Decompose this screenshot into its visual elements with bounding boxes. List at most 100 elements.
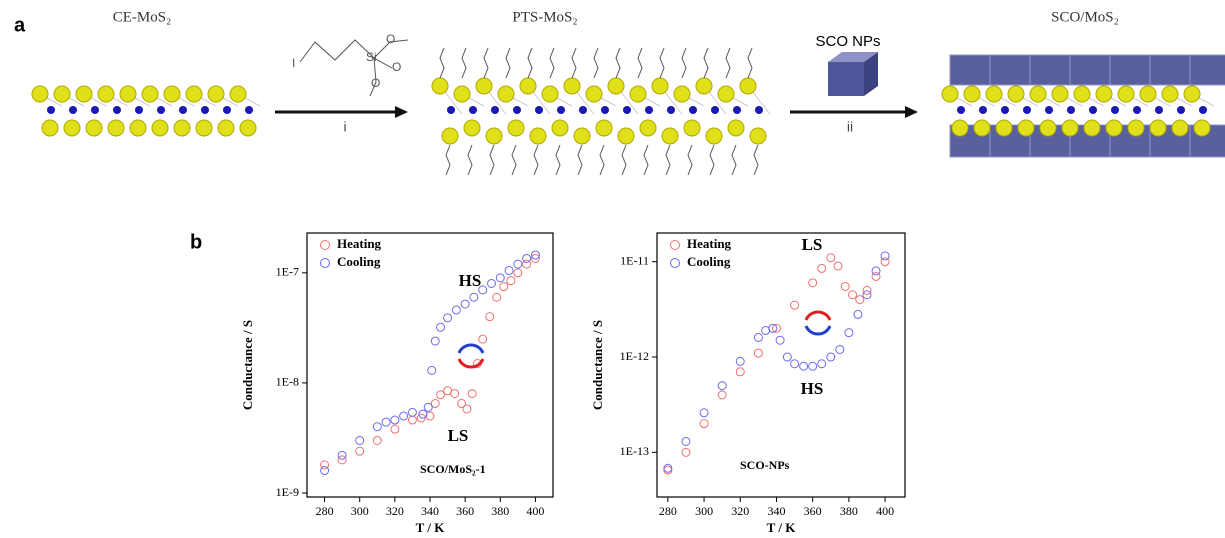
molybdenum [1089,106,1097,114]
data-point [372,435,382,445]
molybdenum [491,106,499,114]
data-point [506,276,516,286]
chain [439,47,451,176]
molybdenum [469,106,477,114]
sulfur [129,119,147,137]
data-point [782,352,792,362]
data-point [430,336,440,346]
chain [659,47,671,176]
x-tick-label: 360 [804,504,822,518]
legend-label: Heating [687,236,732,251]
data-point [735,367,745,377]
data-point [663,463,673,473]
x-tick-label: 380 [491,504,509,518]
molybdenum [601,106,609,114]
sulfur [41,119,59,137]
step-label: i [343,119,346,135]
data-point [320,460,330,470]
x-axis-label: T / K [767,520,797,535]
data-point [880,251,890,261]
chain [593,47,605,176]
data-point [337,455,347,465]
molybdenum [1177,106,1185,114]
chain [461,47,473,176]
chain [483,47,495,176]
data-point [530,253,540,263]
data-point [775,335,785,345]
sulfur [541,85,559,103]
molybdenum [579,106,587,114]
molybdenum [91,106,99,114]
sulfur [573,127,591,145]
sulfur [507,119,525,137]
sulfur [1051,85,1069,103]
data-point [451,305,461,315]
sulfur [163,85,181,103]
data-point [735,356,745,366]
sulfur [441,127,459,145]
molybdenum [957,106,965,114]
sulfur [739,77,757,95]
data-point [390,415,400,425]
data-point [663,465,673,475]
y-tick-label: 1E-7 [276,265,299,279]
molybdenum [645,106,653,114]
x-tick-label: 400 [526,504,544,518]
molybdenum [557,106,565,114]
data-point [492,292,502,302]
cycle-arrow [457,358,485,369]
data-point [761,325,771,335]
sulfur [1161,85,1179,103]
x-tick-label: 280 [659,504,677,518]
annotation: HS [801,379,824,398]
molybdenum [689,106,697,114]
cube [949,54,993,86]
chain [527,47,539,176]
chain [637,47,649,176]
data-point [826,352,836,362]
data-point [443,313,453,323]
data-point [436,322,446,332]
data-point [699,419,709,429]
sulfur [107,119,125,137]
panel-label: a [14,14,26,36]
x-tick-label: 340 [767,504,785,518]
cycle-arrow [457,343,485,354]
annotation: LS [448,426,469,445]
sulfur [173,119,191,137]
data-point [717,381,727,391]
sulfur [1061,119,1079,137]
data-point [450,389,460,399]
x-tick-label: 400 [876,504,894,518]
sulfur [585,85,603,103]
legend-label: Cooling [337,254,381,269]
sulfur [53,85,71,103]
atom-label: I [292,56,295,70]
y-axis-label: Conductance / S [590,320,605,410]
sulfur [529,127,547,145]
molybdenum [47,106,55,114]
data-point [880,257,890,267]
cube [1029,54,1073,86]
molybdenum [201,106,209,114]
y-tick-label: 1E-12 [620,349,649,363]
data-point [871,266,881,276]
data-point [862,290,872,300]
atom-label: Si [366,50,377,64]
data-point [504,265,514,275]
sulfur [1039,119,1057,137]
molybdenum [1067,106,1075,114]
annotation: HS [459,271,482,290]
sample-label: SCO-NPs [740,458,790,472]
data-point [460,299,470,309]
data-point [430,399,440,409]
data-point [469,292,479,302]
sulfur [673,85,691,103]
data-point [833,261,843,271]
legend-marker [320,240,330,250]
data-point [862,285,872,295]
data-point [381,417,391,427]
cycle-arrow [804,310,832,321]
sulfur [695,77,713,95]
